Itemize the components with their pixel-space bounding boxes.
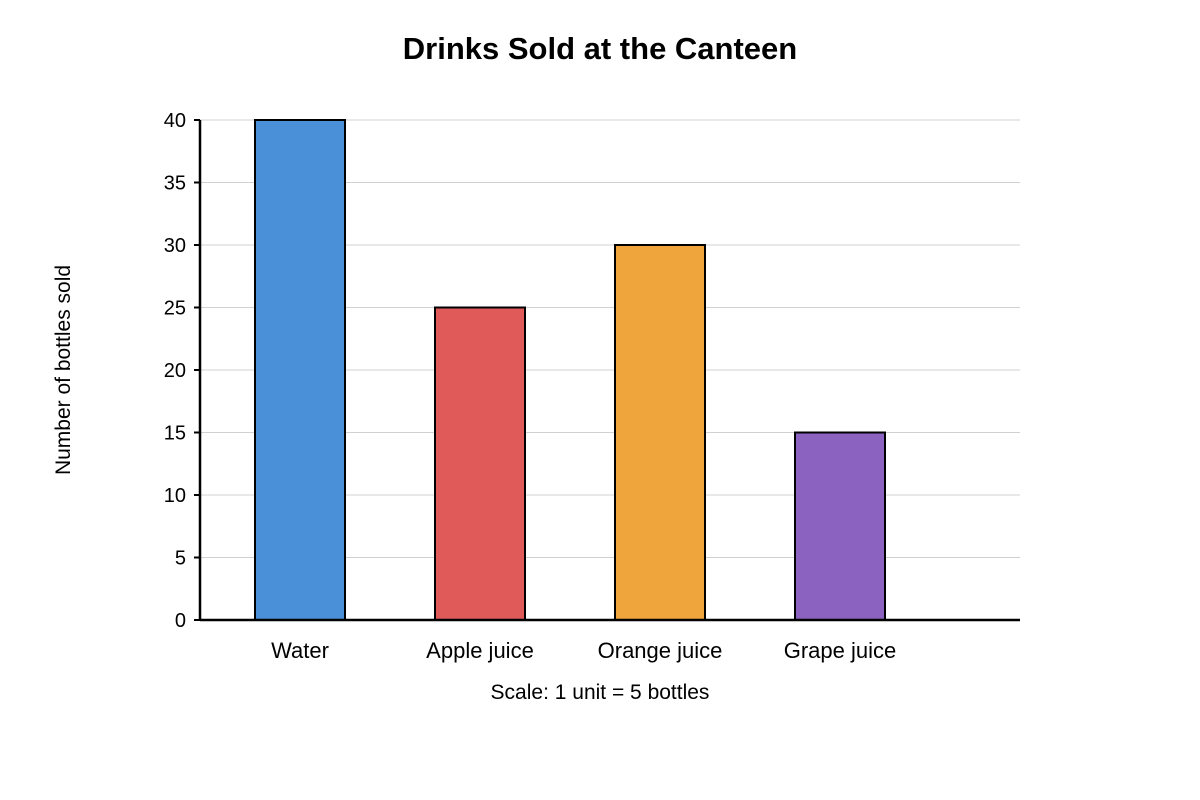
x-category-label: Orange juice	[598, 638, 723, 663]
y-tick-label: 20	[164, 360, 186, 382]
chart-title: Drinks Sold at the Canteen	[403, 31, 797, 66]
y-tick-label: 35	[164, 173, 186, 195]
y-axis-label: Number of bottles sold	[52, 265, 75, 475]
y-tick-label: 30	[164, 235, 186, 257]
bars	[254, 119, 886, 621]
y-ticks: 0 5 10 15 20 25 30 35 40	[164, 110, 200, 632]
bar-grape-juice	[794, 431, 886, 621]
x-category-label: Apple juice	[426, 638, 534, 663]
y-tick-label: 40	[164, 110, 186, 132]
x-category-label: Water	[271, 638, 329, 663]
bar-water	[254, 119, 346, 621]
y-tick-label: 0	[175, 610, 186, 632]
bar-apple-juice	[434, 306, 526, 621]
y-tick-label: 10	[164, 485, 186, 507]
x-category-label: Grape juice	[784, 638, 897, 663]
y-tick-label: 25	[164, 298, 186, 320]
x-axis-label: Scale: 1 unit = 5 bottles	[491, 681, 710, 704]
x-categories: Water Apple juice Orange juice Grape juice	[271, 638, 896, 663]
y-tick-label: 15	[164, 423, 186, 445]
bar-orange-juice	[614, 244, 706, 621]
y-tick-label: 5	[175, 548, 186, 570]
